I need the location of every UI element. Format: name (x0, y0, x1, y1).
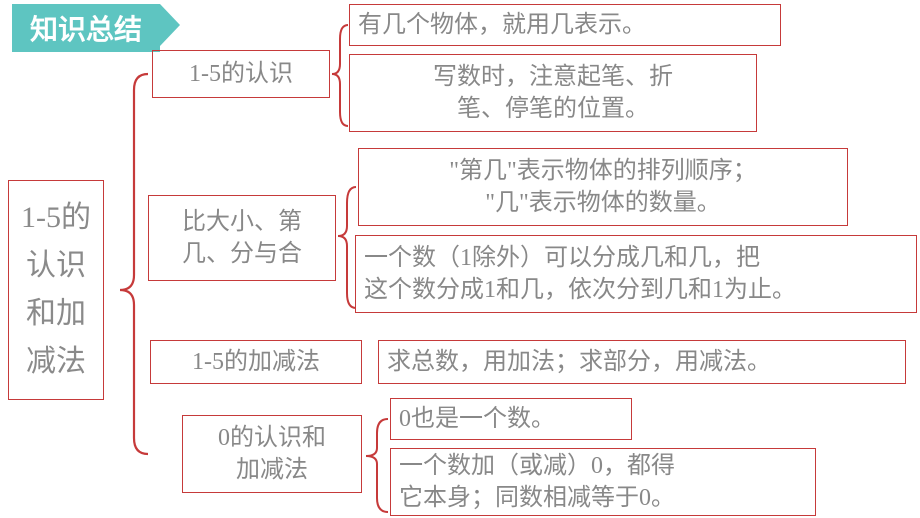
leaf-node-1: 有几个物体，就用几表示。 (349, 4, 781, 46)
mid4-text: 0的认识和 加减法 (218, 422, 326, 487)
title-badge: 知识总结 (12, 4, 160, 52)
leaf7-text: 一个数加（或减）0，都得 它本身；同数相减等于0。 (399, 450, 675, 515)
leaf-node-6: 0也是一个数。 (390, 398, 632, 440)
leaf5-text: 求总数，用加法；求部分，用减法。 (387, 346, 771, 378)
mid-node-1: 1-5的认识 (152, 50, 330, 98)
leaf-node-7: 一个数加（或减）0，都得 它本身；同数相减等于0。 (390, 448, 816, 516)
leaf6-text: 0也是一个数。 (399, 403, 555, 435)
brace-mid1 (330, 4, 350, 134)
leaf-node-3: "第几"表示物体的排列顺序； "几"表示物体的数量。 (358, 148, 848, 226)
brace-mid2 (336, 148, 358, 316)
mid2-text: 比大小、第 几、分与合 (182, 206, 302, 271)
brace-mid4 (362, 398, 390, 518)
leaf4-text: 一个数（1除外）可以分成几和几，把 这个数分成1和几，依次分到几和1为止。 (364, 242, 796, 307)
mid-node-4: 0的认识和 加减法 (182, 415, 362, 493)
leaf2-text: 写数时，注意起笔、折 笔、停笔的位置。 (433, 61, 673, 126)
leaf3-text: "第几"表示物体的排列顺序； "几"表示物体的数量。 (449, 155, 757, 220)
leaf-node-2: 写数时，注意起笔、折 笔、停笔的位置。 (349, 54, 757, 132)
leaf-node-4: 一个数（1除外）可以分成几和几，把 这个数分成1和几，依次分到几和1为止。 (355, 235, 917, 313)
mid-node-3: 1-5的加减法 (150, 340, 362, 384)
mid-node-2: 比大小、第 几、分与合 (148, 195, 336, 281)
mid1-text: 1-5的认识 (189, 58, 293, 90)
leaf-node-5: 求总数，用加法；求部分，用减法。 (378, 340, 906, 384)
brace-root (104, 50, 152, 490)
mid3-text: 1-5的加减法 (192, 346, 320, 378)
root-node: 1-5的 认识 和加 减法 (8, 180, 104, 400)
root-text: 1-5的 认识 和加 减法 (21, 194, 91, 386)
leaf1-text: 有几个物体，就用几表示。 (358, 9, 646, 41)
